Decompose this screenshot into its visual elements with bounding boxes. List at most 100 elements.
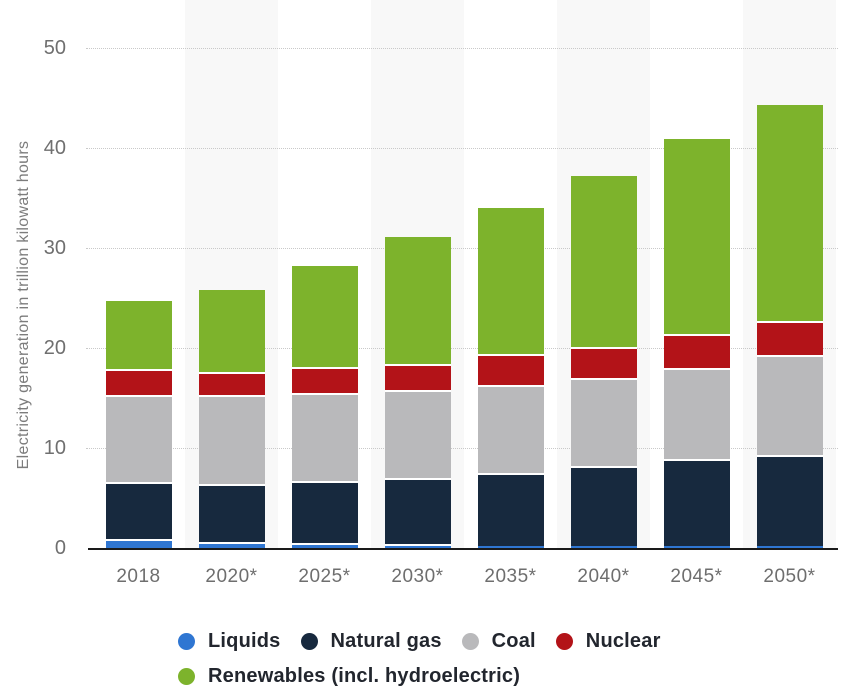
x-tick-label-2020: 2020* — [205, 566, 258, 587]
segment-separator — [477, 385, 544, 387]
legend-item-nuclear: Nuclear — [555, 630, 661, 653]
bar-segment-coal[interactable] — [756, 356, 823, 456]
bar-segment-renewables-incl-hydroelectric[interactable] — [570, 176, 637, 348]
bar-segment-coal[interactable] — [663, 369, 730, 460]
bar-segment-coal[interactable] — [477, 386, 544, 474]
legend-row: Renewables (incl. hydroelectric) — [178, 665, 661, 688]
y-tick-label: 0 — [54, 537, 66, 559]
bar-2050 — [756, 105, 823, 548]
bar-segment-nuclear[interactable] — [477, 355, 544, 386]
segment-separator — [291, 481, 358, 483]
segment-separator — [477, 473, 544, 475]
bar-segment-nuclear[interactable] — [105, 370, 172, 396]
bar-segment-nuclear[interactable] — [756, 322, 823, 356]
y-tick-label: 10 — [43, 437, 66, 459]
legend-row: Liquids Natural gas Coal Nuclear — [178, 630, 661, 653]
legend-item-coal: Coal — [461, 630, 536, 653]
bar-2025 — [291, 266, 358, 548]
bar-segment-renewables-incl-hydroelectric[interactable] — [663, 139, 730, 335]
bar-2035 — [477, 208, 544, 548]
legend: Liquids Natural gas Coal Nuclear Renewables … — [178, 630, 661, 688]
bar-segment-nuclear[interactable] — [570, 348, 637, 379]
segment-separator — [105, 369, 172, 371]
x-tick-label-2045: 2045* — [670, 566, 723, 587]
legend-item-renewables-incl-hydroelectric: Renewables (incl. hydroelectric) — [178, 665, 520, 688]
segment-separator — [291, 367, 358, 369]
segment-separator — [198, 542, 265, 544]
bar-segment-natural-gas[interactable] — [198, 485, 265, 543]
segment-separator — [756, 455, 823, 457]
bar-segment-renewables-incl-hydroelectric[interactable] — [384, 237, 451, 365]
segment-separator — [384, 478, 451, 480]
segment-separator — [663, 368, 730, 370]
bar-segment-nuclear[interactable] — [291, 368, 358, 394]
legend-dot-icon — [178, 633, 195, 650]
bar-2020 — [198, 290, 265, 548]
segment-separator — [105, 482, 172, 484]
gridline — [86, 148, 838, 149]
legend-label: Liquids — [208, 630, 281, 652]
legend-label: Natural gas — [330, 630, 442, 652]
bar-segment-nuclear[interactable] — [663, 335, 730, 369]
bar-segment-liquids[interactable] — [756, 546, 823, 548]
bar-segment-liquids[interactable] — [477, 546, 544, 548]
bar-segment-natural-gas[interactable] — [105, 483, 172, 540]
segment-separator — [570, 347, 637, 349]
bar-segment-renewables-incl-hydroelectric[interactable] — [198, 290, 265, 373]
bar-segment-liquids[interactable] — [291, 544, 358, 548]
bar-segment-natural-gas[interactable] — [477, 474, 544, 546]
bar-2030 — [384, 237, 451, 548]
legend-dot-icon — [300, 633, 318, 650]
segment-separator — [570, 378, 637, 380]
bar-segment-natural-gas[interactable] — [570, 467, 637, 546]
segment-separator — [384, 364, 451, 366]
segment-separator — [198, 395, 265, 397]
bar-2018 — [105, 301, 172, 548]
segment-separator — [663, 334, 730, 336]
segment-separator — [198, 484, 265, 486]
legend-item-natural-gas: Natural gas — [300, 630, 442, 653]
gridline — [86, 448, 838, 449]
legend-dot-icon — [555, 633, 573, 650]
bar-segment-liquids[interactable] — [105, 540, 172, 548]
y-tick-label: 20 — [43, 337, 66, 359]
y-tick-label: 30 — [43, 237, 66, 259]
bar-segment-nuclear[interactable] — [198, 373, 265, 396]
bar-segment-natural-gas[interactable] — [663, 460, 730, 546]
legend-label: Renewables (incl. hydroelectric) — [208, 665, 521, 687]
segment-separator — [291, 393, 358, 395]
legend-dot-icon — [461, 633, 479, 650]
segment-separator — [663, 459, 730, 461]
y-tick-label: 40 — [43, 137, 66, 159]
bar-segment-renewables-incl-hydroelectric[interactable] — [756, 105, 823, 322]
bar-segment-coal[interactable] — [384, 391, 451, 479]
bar-segment-liquids[interactable] — [663, 546, 730, 548]
bar-segment-liquids[interactable] — [198, 543, 265, 548]
bar-segment-liquids[interactable] — [570, 546, 637, 548]
bar-segment-coal[interactable] — [105, 396, 172, 483]
legend-label: Coal — [491, 630, 536, 652]
bar-segment-coal[interactable] — [291, 394, 358, 482]
bar-segment-coal[interactable] — [198, 396, 265, 485]
y-tick-label: 50 — [43, 37, 66, 59]
bar-segment-liquids[interactable] — [384, 545, 451, 548]
bar-segment-renewables-incl-hydroelectric[interactable] — [477, 208, 544, 355]
bar-segment-coal[interactable] — [570, 379, 637, 467]
segment-separator — [384, 390, 451, 392]
segment-separator — [291, 543, 358, 545]
bar-segment-nuclear[interactable] — [384, 365, 451, 391]
segment-separator — [756, 355, 823, 357]
bar-segment-renewables-incl-hydroelectric[interactable] — [291, 266, 358, 368]
x-axis-line — [88, 548, 838, 550]
bar-2040 — [570, 176, 637, 548]
bar-2045 — [663, 139, 730, 548]
bar-segment-natural-gas[interactable] — [384, 479, 451, 545]
bar-segment-natural-gas[interactable] — [756, 456, 823, 546]
x-tick-label-2030: 2030* — [391, 566, 444, 587]
plot-area: 0 10 20 30 40 50 — [43, 37, 838, 558]
segment-separator — [105, 539, 172, 541]
bar-segment-renewables-incl-hydroelectric[interactable] — [105, 301, 172, 370]
x-tick-label-2040: 2040* — [577, 566, 630, 587]
bar-segment-natural-gas[interactable] — [291, 482, 358, 544]
gridline — [86, 48, 838, 49]
